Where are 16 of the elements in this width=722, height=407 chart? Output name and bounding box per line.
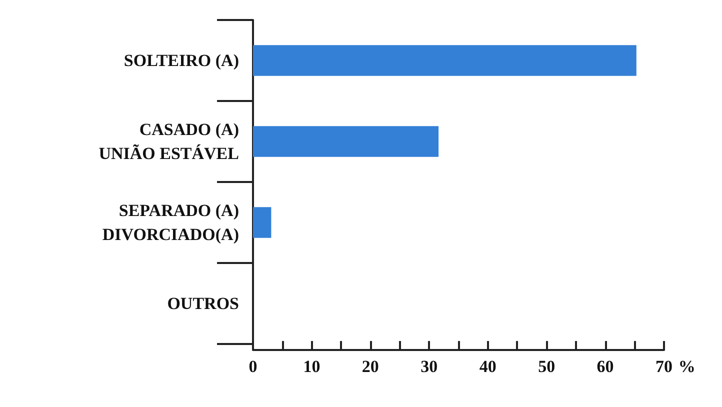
bar [253,126,439,157]
y-tick-label: CASADO (A) UNIÃO ESTÁVEL [98,120,239,163]
x-tick-label: 50 [538,357,556,376]
bar [253,207,272,238]
y-tick-label: SOLTEIRO (A) [124,51,239,70]
bar [253,45,636,76]
x-tick-label: 40 [479,357,496,376]
x-tick-label: 70 [656,357,672,376]
x-tick-label: 20 [362,357,379,376]
x-tick-label: 60 [596,357,614,376]
x-tick-label: 30 [420,357,438,376]
x-axis-title: % [678,357,696,376]
x-tick-label: 10 [303,357,320,376]
y-tick-label: OUTROS [167,294,239,313]
x-tick-label: 0 [248,357,258,376]
y-tick-label: SEPARADO (A) DIVORCIADO(A) [102,201,239,244]
